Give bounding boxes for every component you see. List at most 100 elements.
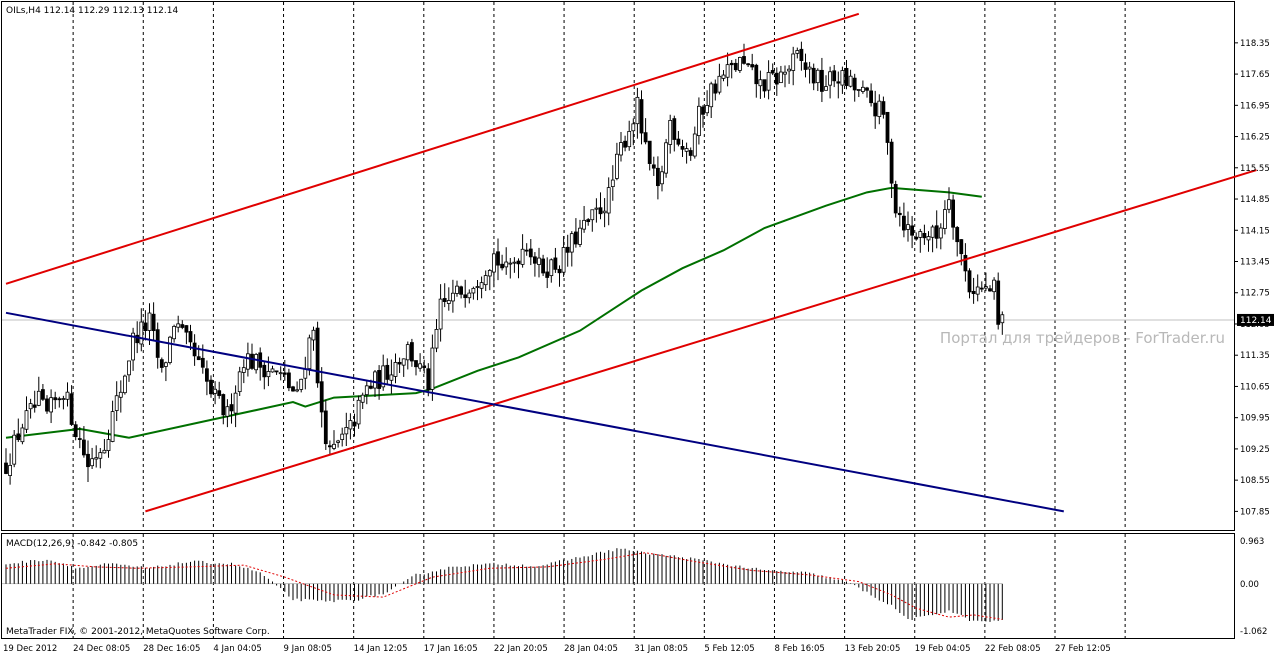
candle-body bbox=[520, 248, 525, 265]
candle-body bbox=[902, 215, 906, 231]
candle-body bbox=[323, 410, 328, 445]
candle-body bbox=[574, 231, 578, 245]
candle-body bbox=[467, 292, 472, 299]
price-tick-label: 109.25 bbox=[1240, 445, 1270, 455]
price-tick-label: 116.25 bbox=[1240, 133, 1270, 143]
candle-body bbox=[446, 300, 451, 304]
candle-body bbox=[561, 247, 566, 273]
candle-body bbox=[1000, 314, 1005, 324]
candle-body bbox=[393, 362, 398, 377]
candle-body bbox=[807, 66, 812, 70]
macd-panel-frame bbox=[1, 533, 1235, 639]
candle-body bbox=[295, 389, 300, 392]
candle-body bbox=[45, 398, 49, 412]
time-label: 31 Jan 08:05 bbox=[634, 644, 688, 654]
candle-body bbox=[762, 79, 767, 92]
candle-body bbox=[188, 331, 193, 343]
candle-body bbox=[692, 133, 697, 157]
candle-body bbox=[815, 69, 820, 84]
candle-body bbox=[635, 96, 640, 125]
candle-body bbox=[352, 421, 357, 427]
candle-body bbox=[245, 353, 250, 370]
candle-body bbox=[516, 260, 521, 265]
candle-body bbox=[537, 257, 541, 265]
candle-body bbox=[504, 261, 509, 268]
descending-trend-line bbox=[5, 311, 1064, 513]
candle-body bbox=[606, 187, 611, 214]
candle-body bbox=[49, 397, 53, 413]
time-axis: 19 Dec 2012 24 Dec 08:05 28 Dec 16:05 4 Jan… bbox=[3, 644, 1111, 654]
candle-body bbox=[598, 207, 603, 215]
candle-body bbox=[758, 79, 763, 87]
candle-body bbox=[184, 325, 189, 333]
candle-body bbox=[602, 210, 607, 214]
candle-body bbox=[729, 62, 734, 66]
candle-body bbox=[779, 71, 783, 84]
candle-body bbox=[36, 390, 41, 406]
time-label: 24 Dec 08:05 bbox=[73, 644, 130, 654]
candle-body bbox=[656, 167, 660, 187]
candle-body bbox=[401, 358, 406, 366]
candle-body bbox=[877, 100, 882, 117]
candle-body bbox=[442, 298, 447, 302]
candle-body bbox=[512, 261, 517, 264]
candle-body bbox=[586, 219, 591, 223]
candle-body bbox=[746, 63, 750, 66]
candle-body bbox=[270, 368, 275, 373]
candle-body bbox=[143, 322, 148, 331]
candle-body bbox=[307, 337, 312, 369]
candle-body bbox=[192, 342, 197, 357]
candle-body bbox=[496, 251, 500, 266]
candle-body bbox=[697, 105, 701, 137]
candle-body bbox=[172, 325, 177, 340]
candle-body bbox=[844, 67, 849, 86]
candlestick-series bbox=[4, 41, 1005, 485]
candle-body bbox=[738, 57, 742, 71]
time-label: 19 Feb 04:05 bbox=[915, 644, 971, 654]
candle-body bbox=[869, 90, 873, 104]
candle-body bbox=[631, 123, 636, 132]
candle-body bbox=[623, 140, 627, 148]
candle-body bbox=[910, 225, 914, 236]
time-label: 22 Feb 08:05 bbox=[985, 644, 1041, 654]
candle-body bbox=[832, 70, 837, 82]
candle-body bbox=[811, 67, 816, 84]
candle-body bbox=[151, 313, 156, 332]
candle-body bbox=[766, 72, 771, 91]
candle-body bbox=[385, 364, 390, 380]
candle-body bbox=[155, 329, 160, 358]
macd-info-header: MACD(12,26,9) -0.842 -0.805 bbox=[6, 539, 138, 549]
candle-body bbox=[578, 227, 582, 245]
candle-body bbox=[721, 74, 726, 79]
candle-body bbox=[483, 275, 488, 286]
time-label: 27 Feb 12:05 bbox=[1055, 644, 1111, 654]
candle-body bbox=[926, 236, 931, 241]
candle-body bbox=[282, 372, 287, 375]
candle-body bbox=[28, 403, 33, 410]
price-tick-label: 118.35 bbox=[1240, 39, 1270, 49]
candle-body bbox=[787, 68, 791, 72]
candle-body bbox=[475, 286, 480, 288]
candle-body bbox=[508, 262, 513, 265]
candle-body bbox=[327, 445, 332, 448]
candle-body bbox=[651, 164, 656, 169]
candle-body bbox=[918, 231, 923, 238]
candle-body bbox=[360, 394, 365, 403]
candle-body bbox=[299, 378, 304, 390]
candle-body bbox=[422, 365, 427, 368]
candle-body bbox=[988, 288, 992, 292]
candle-body bbox=[836, 81, 841, 84]
candle-body bbox=[491, 253, 496, 273]
candle-body bbox=[94, 457, 99, 460]
candle-body bbox=[418, 363, 423, 369]
candle-body bbox=[118, 391, 123, 398]
price-tick-label: 112.75 bbox=[1240, 289, 1270, 299]
candle-body bbox=[332, 443, 336, 449]
candle-body bbox=[914, 236, 919, 240]
candle-body bbox=[922, 232, 927, 239]
candle-body bbox=[619, 142, 623, 156]
price-tick-label: 115.55 bbox=[1240, 164, 1270, 174]
candle-body bbox=[61, 398, 66, 400]
candle-body bbox=[131, 332, 136, 361]
candle-body bbox=[459, 286, 464, 295]
